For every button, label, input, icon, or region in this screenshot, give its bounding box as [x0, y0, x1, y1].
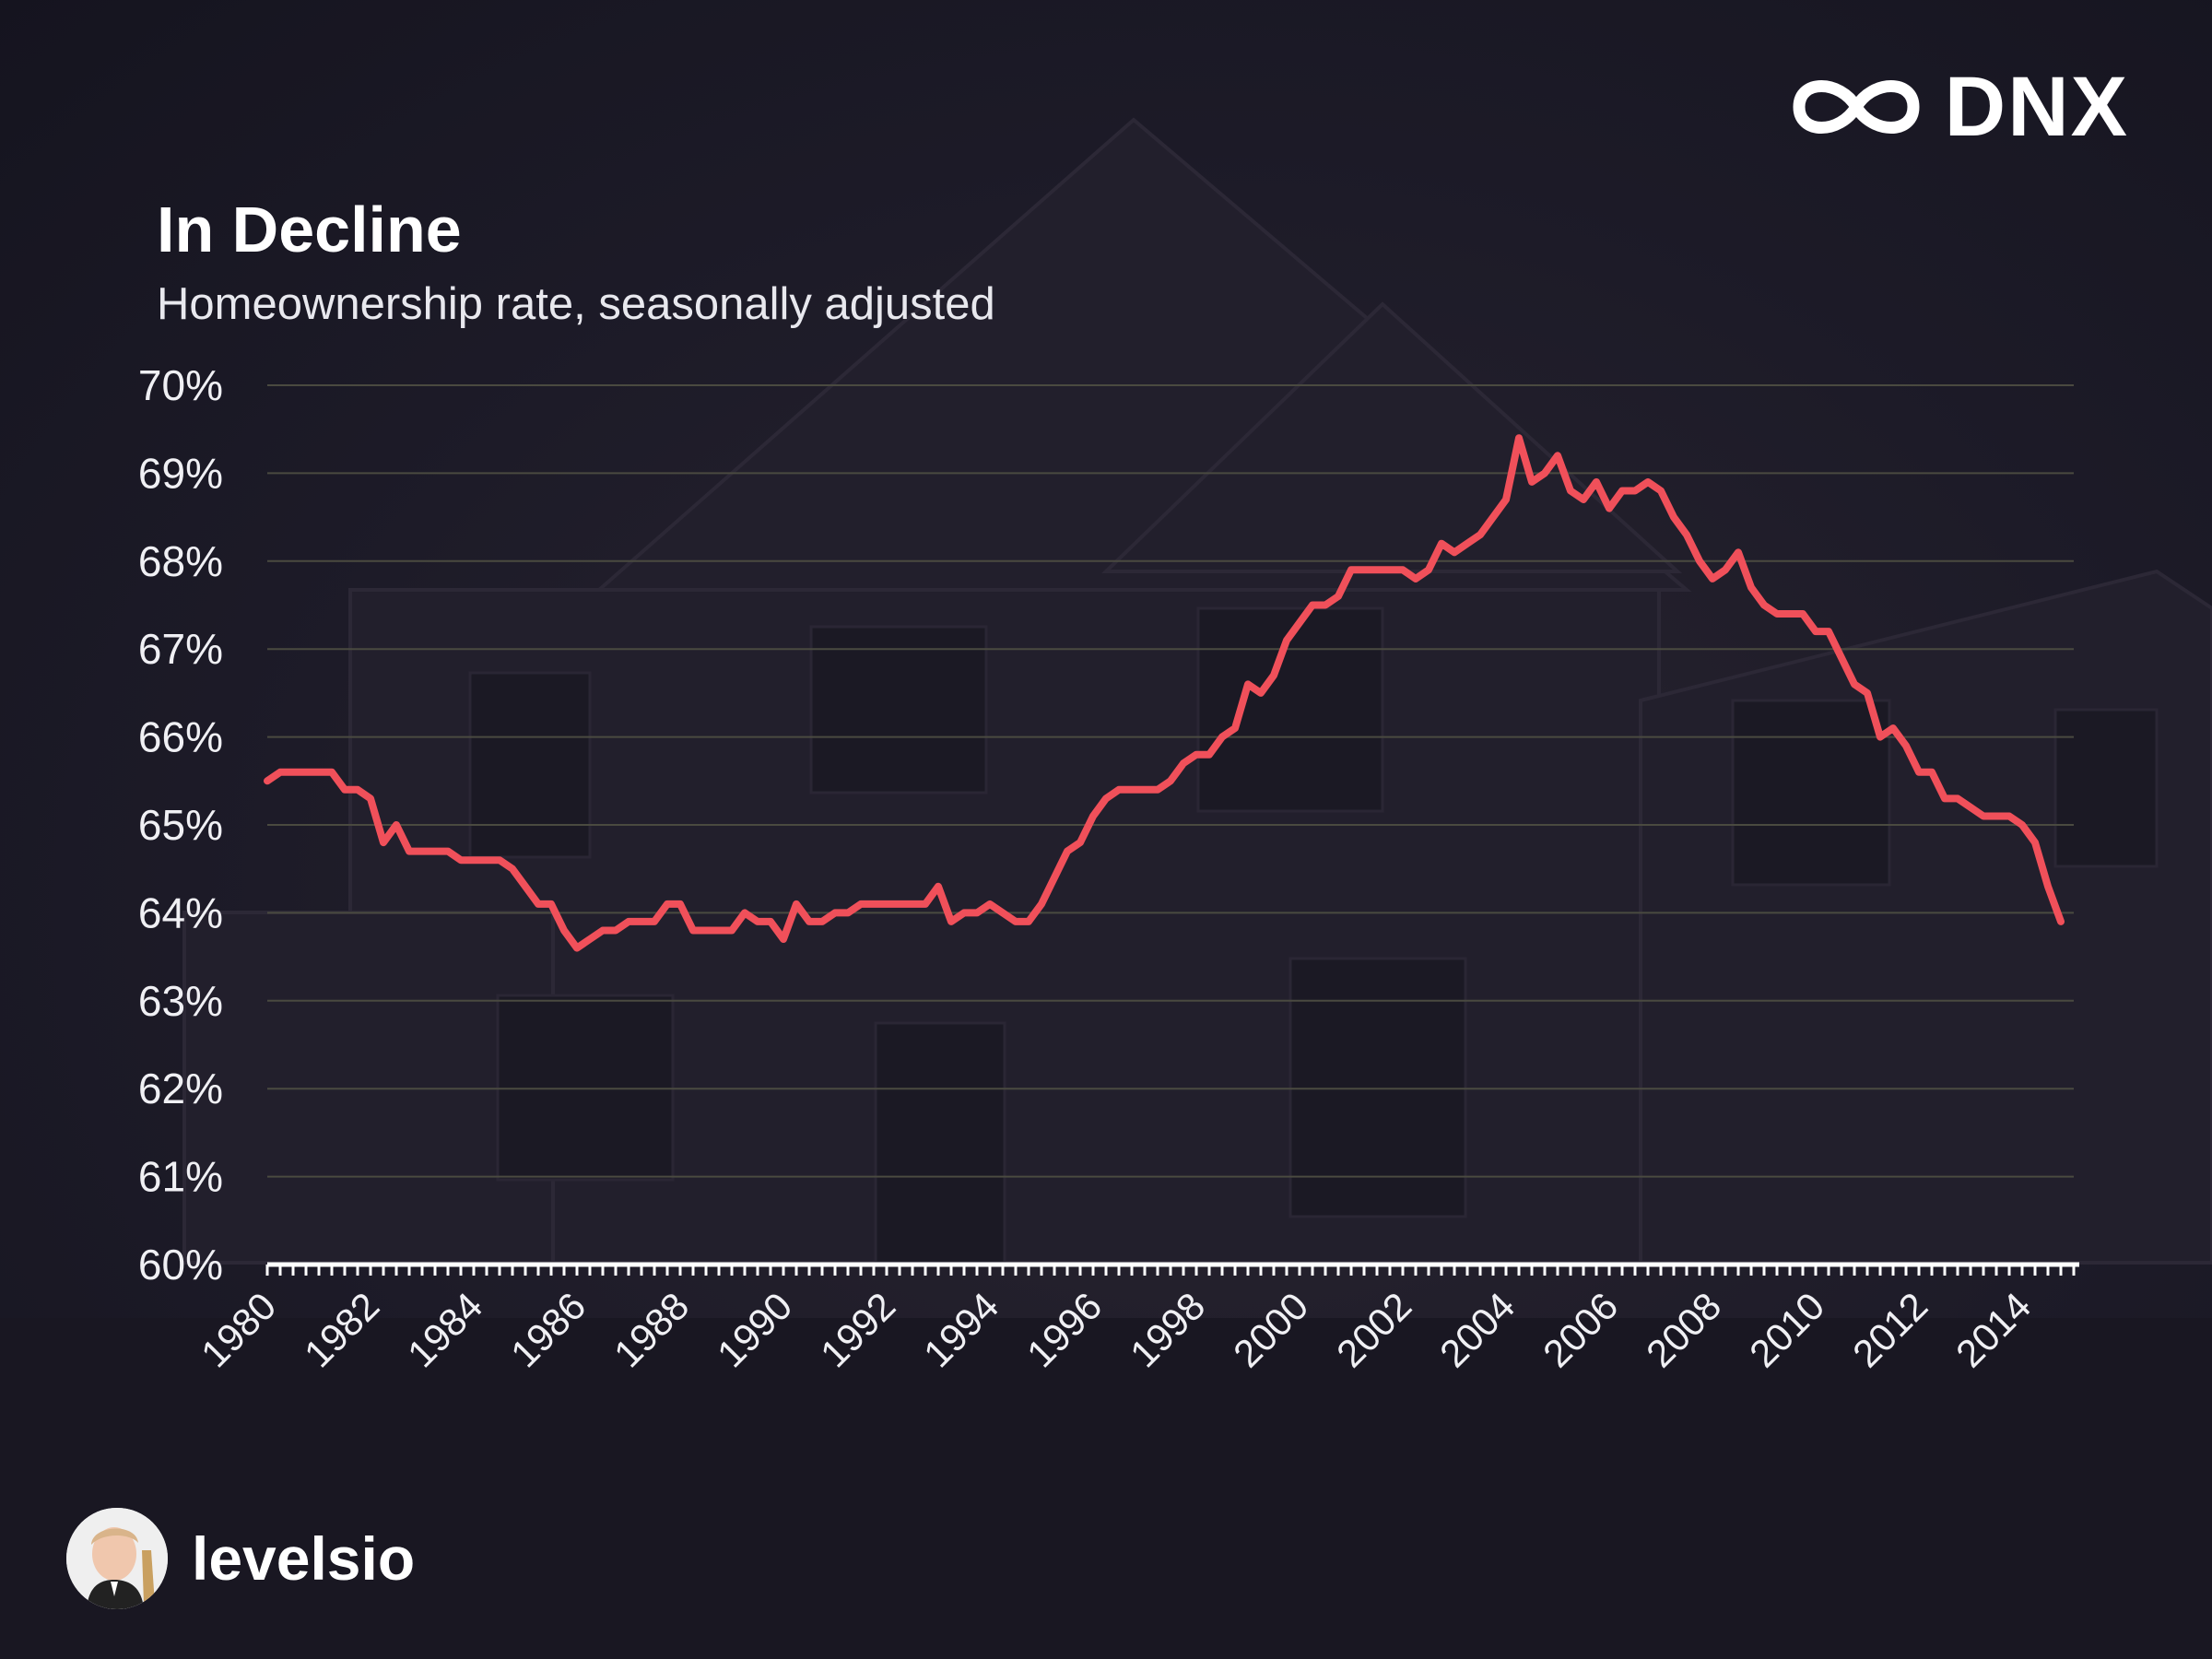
x-tick-label: 2004	[1431, 1284, 1523, 1375]
y-tick-label: 62%	[138, 1065, 223, 1112]
x-tick-label: 2010	[1741, 1284, 1832, 1375]
x-tick-label: 1994	[915, 1284, 1006, 1375]
x-tick-label: 2008	[1638, 1284, 1729, 1375]
brand-name: DNX	[1944, 60, 2129, 154]
x-tick-label: 1982	[296, 1284, 387, 1375]
chart-title: In Decline	[157, 194, 462, 265]
x-tick-label: 1986	[502, 1284, 594, 1375]
x-tick-label: 2006	[1535, 1284, 1626, 1375]
x-tick-label: 2012	[1844, 1284, 1936, 1375]
x-tick-label: 2002	[1328, 1284, 1419, 1375]
x-tick-label: 2000	[1225, 1284, 1316, 1375]
y-tick-label: 70%	[138, 361, 223, 409]
chart-subtitle: Homeownership rate, seasonally adjusted	[157, 279, 995, 329]
y-tick-label: 67%	[138, 625, 223, 673]
avatar	[66, 1508, 168, 1609]
series-layer	[264, 434, 2065, 952]
x-axis-labels: 1980 1982 1984 1986 1988 1990 1992 1994 1996 1998…	[193, 1284, 2039, 1375]
y-tick-label: 64%	[138, 888, 223, 936]
author-credit: levelsio	[66, 1508, 415, 1609]
avatar-photo	[66, 1508, 168, 1609]
x-axis	[265, 1262, 2079, 1276]
x-tick-label: 1990	[709, 1284, 800, 1375]
y-tick-label: 69%	[138, 449, 223, 497]
infinity-icon	[1793, 80, 1920, 134]
x-tick-label: 1996	[1018, 1284, 1110, 1375]
author-name: levelsio	[192, 1524, 416, 1593]
y-tick-label: 66%	[138, 713, 223, 761]
y-tick-label: 68%	[138, 537, 223, 585]
x-tick-label: 1998	[1122, 1284, 1213, 1375]
brand-logo: DNX	[1783, 65, 2129, 149]
x-tick-label: 1984	[399, 1284, 490, 1375]
series-line	[264, 434, 2065, 952]
y-tick-label: 65%	[138, 801, 223, 849]
y-tick-label: 60%	[138, 1241, 223, 1288]
grid-lines	[267, 384, 2074, 1178]
x-tick-label: 1988	[606, 1284, 697, 1375]
y-axis-labels: 60% 61% 62% 63% 64% 65% 66% 67% 68% 69% 70%	[138, 361, 223, 1288]
x-tick-label: 1980	[193, 1284, 284, 1375]
x-tick-label: 1992	[812, 1284, 903, 1375]
x-tick-label: 2014	[1947, 1284, 2039, 1375]
y-tick-label: 61%	[138, 1153, 223, 1201]
y-tick-label: 63%	[138, 977, 223, 1025]
